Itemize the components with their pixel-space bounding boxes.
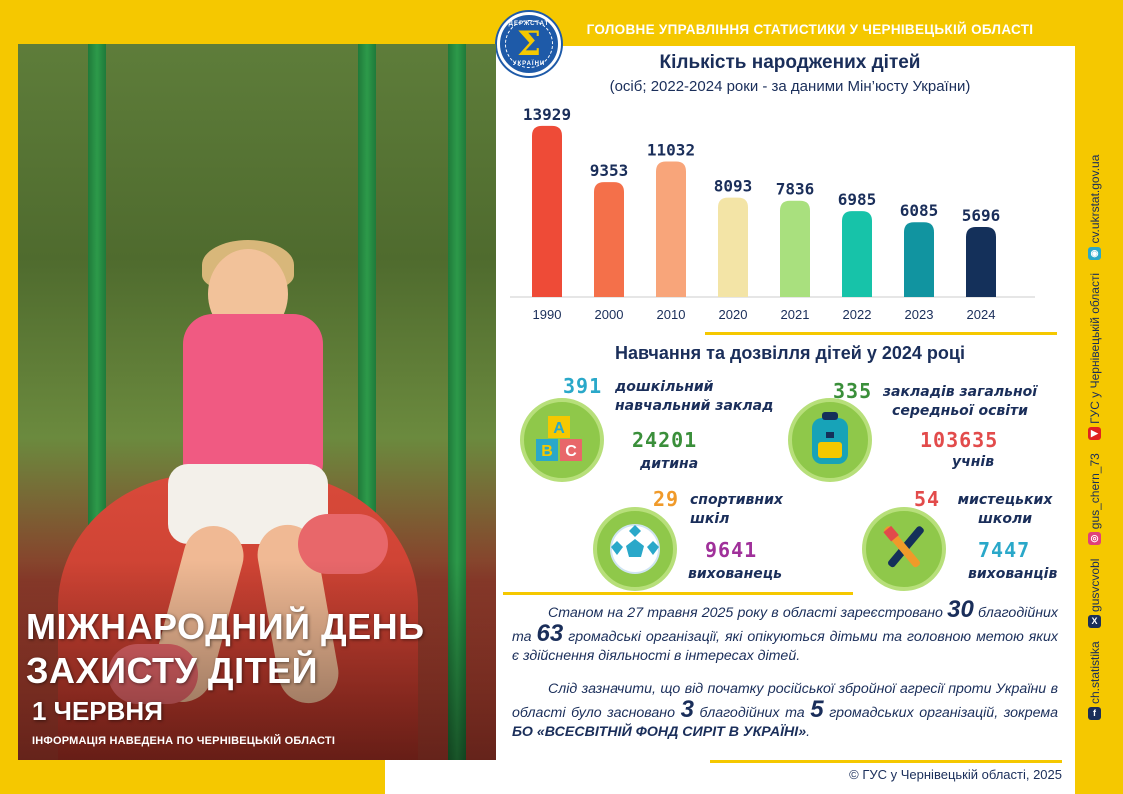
sport-label: спортивних шкіл [690, 492, 783, 527]
preschool-count: 391 [563, 374, 603, 398]
bar-2000 [594, 182, 624, 297]
tick-label-2020: 2020 [719, 307, 748, 322]
art-count: 54 [914, 487, 941, 511]
sport-value: 9641 [705, 538, 758, 562]
poster-date: 1 ЧЕРВНЯ [32, 696, 163, 726]
bar-2010 [656, 161, 686, 297]
tick-label-2021: 2021 [781, 307, 810, 322]
chart-title: Кількість народжених дітей [659, 52, 921, 73]
data-label-1990: 13929 [523, 105, 571, 124]
bar-2020 [718, 197, 748, 297]
school-count: 335 [833, 379, 873, 403]
social-website[interactable]: ◉ cv.ukrstat.gov.ua [1087, 154, 1102, 260]
births-bar-chart: 13929 1990 9353 2000 11032 2010 8093 2020 7836 20… [510, 105, 1035, 322]
svg-text:C: C [565, 443, 577, 460]
chart-subtitle: (осіб; 2022-2024 роки - за даними Мін’юс… [609, 78, 971, 95]
social-facebook[interactable]: f ch.statistika [1087, 641, 1102, 720]
tick-label-2010: 2010 [657, 307, 686, 322]
data-label-2020: 8093 [714, 177, 753, 196]
poster-note: ІНФОРМАЦІЯ НАВЕДЕНА ПО ЧЕРНІВЕЦЬКІЙ ОБЛА… [32, 735, 336, 747]
bar-2024 [966, 227, 996, 297]
data-label-2000: 9353 [590, 161, 629, 180]
school-label: закладів загальної середньої освіти [882, 384, 1038, 419]
x-icon: X [1088, 614, 1101, 628]
school-value-label: учнів [952, 454, 995, 470]
derzhstat-logo: ДЕРЖСТАТ Σ УКРАЇНИ [497, 12, 561, 76]
abc-blocks-icon: A B C [520, 398, 604, 482]
content-card [385, 46, 1075, 794]
bar-2023 [904, 222, 934, 297]
sport-count: 29 [653, 487, 680, 511]
tick-label-2000: 2000 [595, 307, 624, 322]
sport-value-label: вихованець [688, 566, 783, 582]
bar-1990 [532, 125, 562, 297]
school-value: 103635 [920, 428, 999, 452]
social-youtube[interactable]: ▶ ГУС у Чернівецькій області [1087, 272, 1102, 440]
data-label-2024: 5696 [962, 206, 1001, 225]
svg-text:B: B [541, 443, 553, 460]
divider-line [705, 332, 1057, 335]
data-label-2021: 7836 [776, 180, 815, 199]
bar-2022 [842, 211, 872, 297]
data-label-2010: 11032 [647, 140, 695, 159]
divider-line-2 [503, 592, 853, 595]
tick-label-2023: 2023 [905, 307, 934, 322]
instagram-icon: ◎ [1088, 532, 1101, 546]
divider-line-3 [710, 760, 1062, 763]
preschool-value-label: дитина [640, 456, 699, 472]
paragraph-registered: Станом на 27 травня 2025 року в області … [512, 596, 1058, 665]
art-value-label: вихованців [968, 566, 1058, 582]
svg-text:A: A [553, 420, 565, 437]
facebook-icon: f [1088, 707, 1101, 720]
tick-label-2024: 2024 [967, 307, 996, 322]
poster-title-line1: МІЖНАРОДНИЙ ДЕНЬ [26, 606, 425, 647]
bar-2021 [780, 200, 810, 297]
social-instagram[interactable]: ◎ gus_chern_73 [1087, 453, 1102, 546]
paragraph-founded: Слід зазначити, що від початку російсько… [512, 681, 1058, 740]
preschool-label: дошкільний навчальний заклад [615, 379, 774, 414]
backpack-icon [788, 398, 872, 482]
youtube-icon: ▶ [1088, 426, 1101, 440]
soccer-ball-icon [593, 507, 677, 591]
globe-icon: ◉ [1088, 246, 1101, 260]
section-title: Навчання та дозвілля дітей у 2024 році [615, 343, 965, 363]
preschool-value: 24201 [632, 428, 698, 452]
tick-label-1990: 1990 [533, 307, 562, 322]
children-on-slide-photo [18, 44, 496, 760]
art-value: 7447 [978, 538, 1031, 562]
copyright: © ГУС у Чернівецькій області, 2025 [849, 767, 1062, 782]
data-label-2022: 6985 [838, 190, 877, 209]
art-label: мистецьких школи [957, 492, 1053, 527]
tick-label-2022: 2022 [843, 307, 872, 322]
poster-title-line2: ЗАХИСТУ ДІТЕЙ [26, 650, 318, 691]
paint-brush-icon [862, 507, 946, 591]
data-label-2023: 6085 [900, 201, 939, 220]
org-title: ГОЛОВНЕ УПРАВЛІННЯ СТАТИСТИКИ У ЧЕРНІВЕЦ… [586, 22, 1034, 37]
